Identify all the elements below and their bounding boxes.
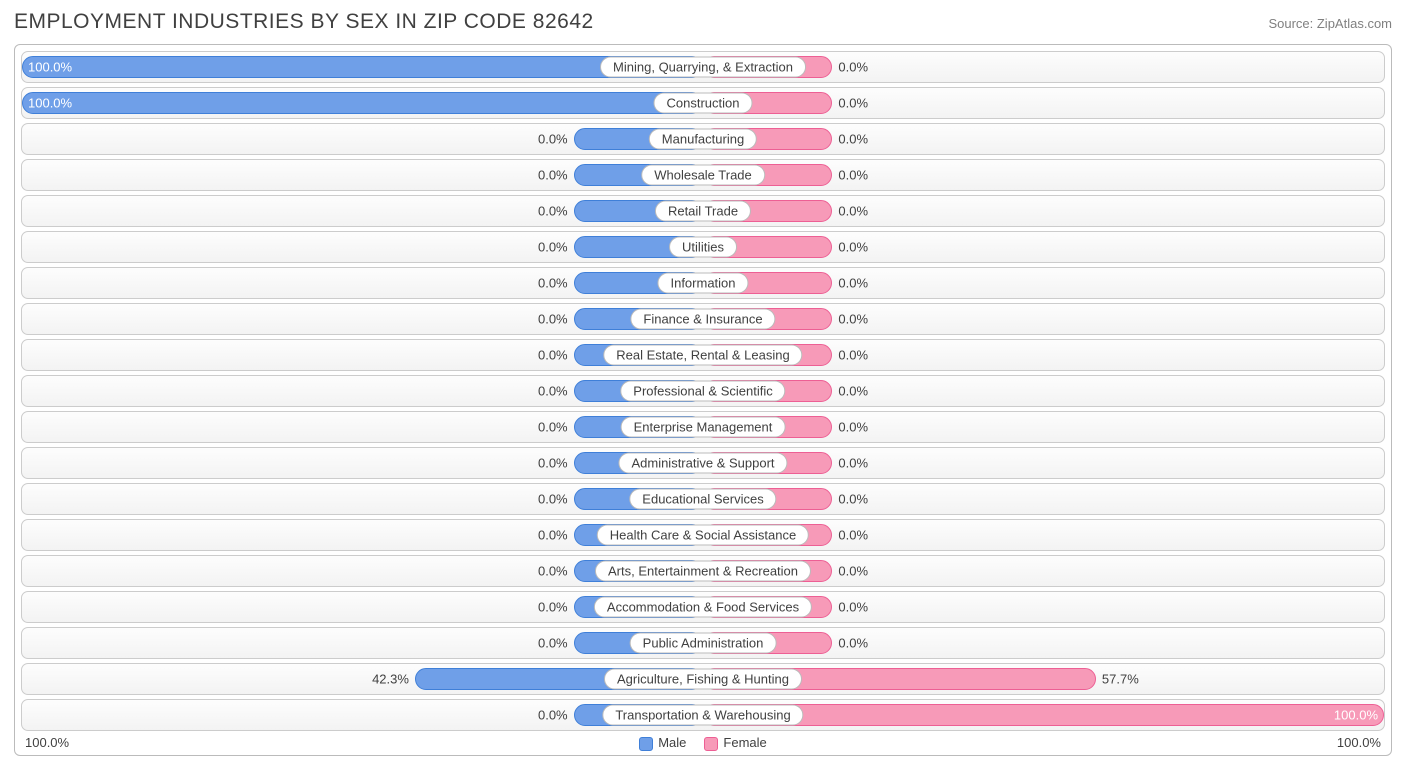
male-pct: 0.0% <box>538 420 568 435</box>
male-pct: 0.0% <box>538 204 568 219</box>
category-label: Enterprise Management <box>621 417 786 438</box>
legend: Male Female <box>639 735 767 751</box>
female-pct: 57.7% <box>1102 672 1139 687</box>
chart-rows: 100.0% 0.0% Mining, Quarrying, & Extractio… <box>15 51 1391 731</box>
category-label: Information <box>657 273 748 294</box>
category-label: Agriculture, Fishing & Hunting <box>604 669 802 690</box>
chart-row: 0.0% 0.0% Educational Services <box>21 483 1385 515</box>
chart-row: 0.0% 100.0% Transportation & Warehousing <box>21 699 1385 731</box>
female-pct: 0.0% <box>838 420 868 435</box>
chart-row: 42.3% 57.7% Agriculture, Fishing & Hunting <box>21 663 1385 695</box>
legend-male-label: Male <box>658 735 686 750</box>
female-pct: 0.0% <box>838 168 868 183</box>
category-label: Real Estate, Rental & Leasing <box>603 345 802 366</box>
male-pct: 0.0% <box>538 240 568 255</box>
male-pct: 100.0% <box>28 60 72 75</box>
female-pct: 0.0% <box>838 564 868 579</box>
chart-row: 0.0% 0.0% Real Estate, Rental & Leasing <box>21 339 1385 371</box>
category-label: Educational Services <box>629 489 776 510</box>
category-label: Health Care & Social Assistance <box>597 525 809 546</box>
header: EMPLOYMENT INDUSTRIES BY SEX IN ZIP CODE… <box>14 10 1392 34</box>
category-label: Utilities <box>669 237 737 258</box>
legend-female-label: Female <box>723 735 766 750</box>
axis-left-label: 100.0% <box>25 735 69 750</box>
chart-row: 0.0% 0.0% Retail Trade <box>21 195 1385 227</box>
legend-female-swatch <box>704 737 718 751</box>
category-label: Finance & Insurance <box>630 309 775 330</box>
chart-row: 0.0% 0.0% Finance & Insurance <box>21 303 1385 335</box>
female-pct: 0.0% <box>838 204 868 219</box>
category-label: Retail Trade <box>655 201 751 222</box>
female-pct: 0.0% <box>838 60 868 75</box>
female-pct: 0.0% <box>838 96 868 111</box>
female-pct: 100.0% <box>1334 708 1378 723</box>
chart-row: 0.0% 0.0% Administrative & Support <box>21 447 1385 479</box>
female-pct: 0.0% <box>838 276 868 291</box>
male-pct: 42.3% <box>372 672 409 687</box>
male-pct: 0.0% <box>538 528 568 543</box>
chart-row: 0.0% 0.0% Utilities <box>21 231 1385 263</box>
chart-source: Source: ZipAtlas.com <box>1268 16 1392 31</box>
chart-row: 0.0% 0.0% Professional & Scientific <box>21 375 1385 407</box>
male-pct: 0.0% <box>538 276 568 291</box>
legend-female: Female <box>704 735 766 751</box>
category-label: Administrative & Support <box>618 453 787 474</box>
female-pct: 0.0% <box>838 636 868 651</box>
female-pct: 0.0% <box>838 348 868 363</box>
chart-footer: 100.0% Male Female 100.0% <box>15 731 1391 751</box>
chart-title: EMPLOYMENT INDUSTRIES BY SEX IN ZIP CODE… <box>14 10 594 34</box>
male-pct: 0.0% <box>538 348 568 363</box>
category-label: Construction <box>654 93 753 114</box>
male-pct: 0.0% <box>538 312 568 327</box>
category-label: Mining, Quarrying, & Extraction <box>600 57 806 78</box>
female-pct: 0.0% <box>838 312 868 327</box>
male-pct: 0.0% <box>538 132 568 147</box>
male-pct: 0.0% <box>538 384 568 399</box>
category-label: Professional & Scientific <box>620 381 785 402</box>
female-pct: 0.0% <box>838 492 868 507</box>
category-label: Public Administration <box>630 633 777 654</box>
male-pct: 0.0% <box>538 456 568 471</box>
chart-row: 0.0% 0.0% Information <box>21 267 1385 299</box>
category-label: Wholesale Trade <box>641 165 765 186</box>
category-label: Accommodation & Food Services <box>594 597 812 618</box>
female-pct: 0.0% <box>838 132 868 147</box>
female-pct: 0.0% <box>838 384 868 399</box>
male-pct: 100.0% <box>28 96 72 111</box>
chart-row: 0.0% 0.0% Enterprise Management <box>21 411 1385 443</box>
male-pct: 0.0% <box>538 708 568 723</box>
chart-row: 0.0% 0.0% Accommodation & Food Services <box>21 591 1385 623</box>
chart-row: 0.0% 0.0% Public Administration <box>21 627 1385 659</box>
chart-row: 0.0% 0.0% Wholesale Trade <box>21 159 1385 191</box>
category-label: Manufacturing <box>649 129 757 150</box>
male-pct: 0.0% <box>538 600 568 615</box>
chart-row: 100.0% 0.0% Construction <box>21 87 1385 119</box>
male-bar <box>22 92 703 114</box>
female-bar <box>703 704 1384 726</box>
chart-row: 0.0% 0.0% Manufacturing <box>21 123 1385 155</box>
chart-row: 100.0% 0.0% Mining, Quarrying, & Extractio… <box>21 51 1385 83</box>
male-pct: 0.0% <box>538 168 568 183</box>
female-pct: 0.0% <box>838 600 868 615</box>
female-pct: 0.0% <box>838 456 868 471</box>
female-pct: 0.0% <box>838 528 868 543</box>
male-pct: 0.0% <box>538 636 568 651</box>
category-label: Transportation & Warehousing <box>602 705 803 726</box>
male-pct: 0.0% <box>538 564 568 579</box>
chart-row: 0.0% 0.0% Health Care & Social Assistance <box>21 519 1385 551</box>
legend-male-swatch <box>639 737 653 751</box>
legend-male: Male <box>639 735 686 751</box>
axis-right-label: 100.0% <box>1337 735 1381 750</box>
male-pct: 0.0% <box>538 492 568 507</box>
chart-row: 0.0% 0.0% Arts, Entertainment & Recreation <box>21 555 1385 587</box>
category-label: Arts, Entertainment & Recreation <box>595 561 811 582</box>
chart-area: 100.0% 0.0% Mining, Quarrying, & Extractio… <box>14 44 1392 756</box>
female-pct: 0.0% <box>838 240 868 255</box>
